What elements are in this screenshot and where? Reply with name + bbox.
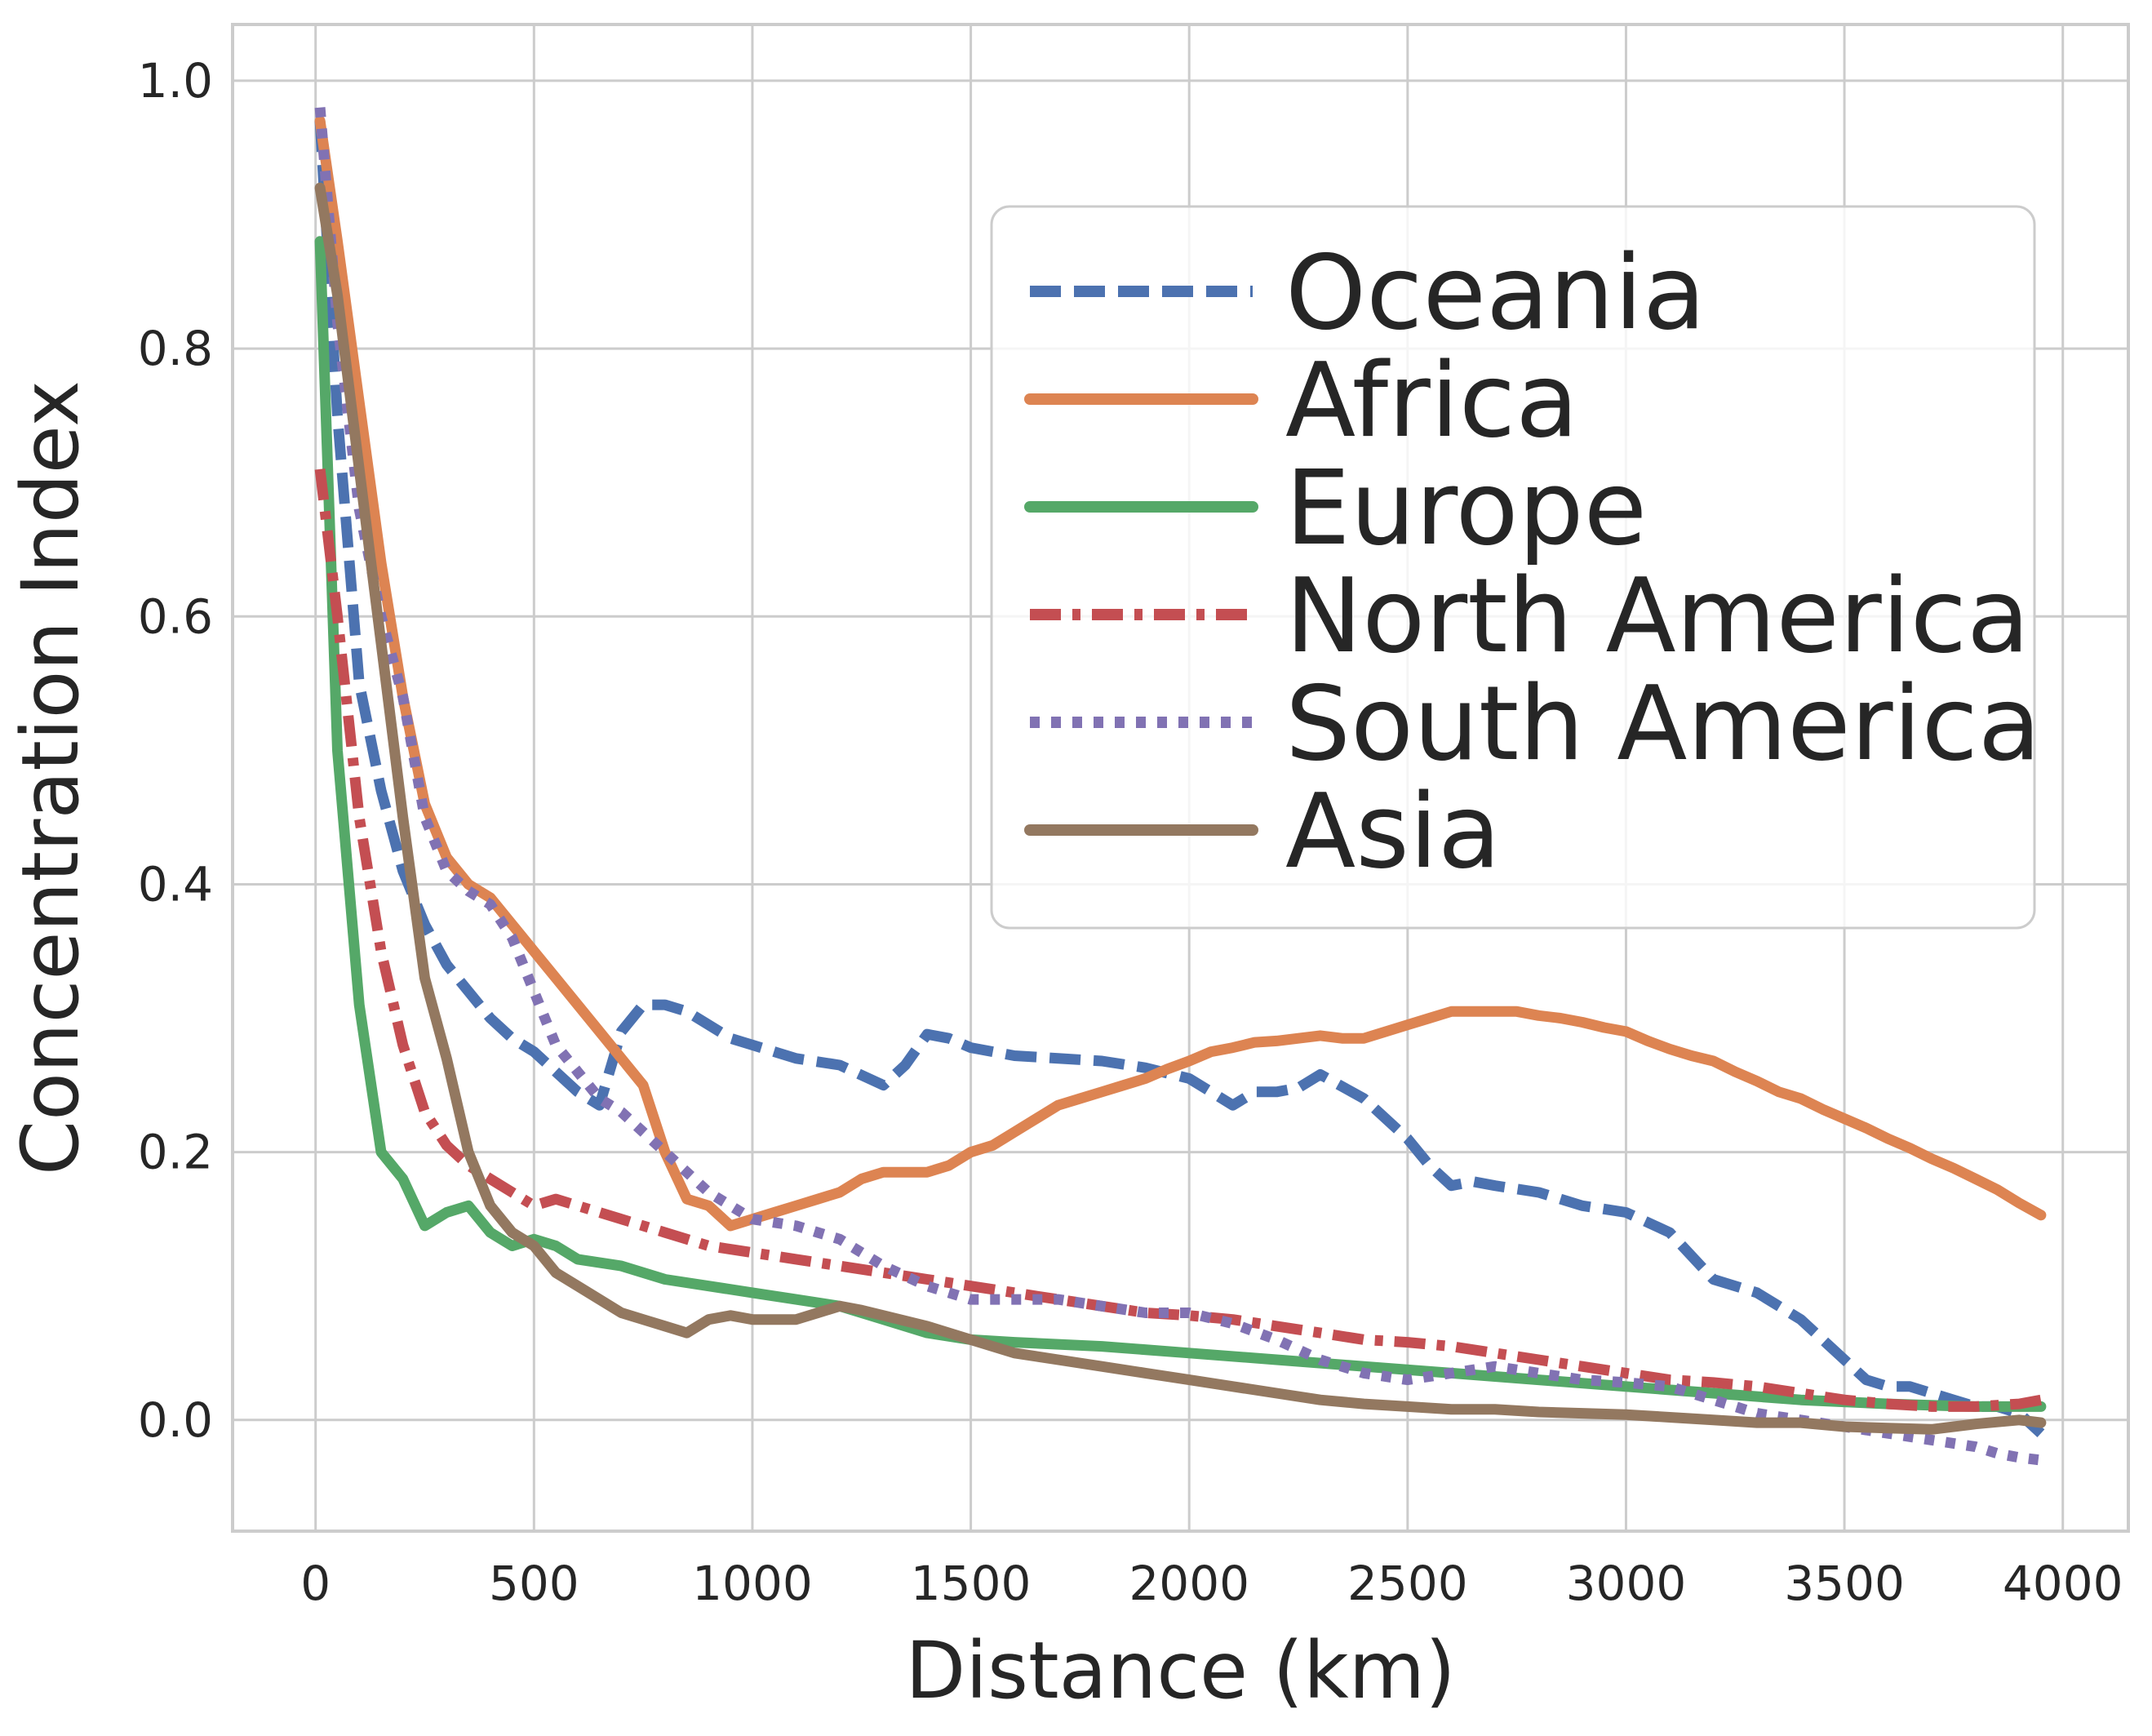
plot-frame (231, 23, 2130, 1533)
y-tick-label: 0.4 (138, 856, 213, 912)
series-line-south-america (314, 107, 2042, 1466)
x-tick-label: 2000 (1129, 1556, 1249, 1611)
series-line-oceania (314, 120, 2045, 1437)
legend-label: South America (1285, 664, 2041, 784)
x-tick-label: 3000 (1566, 1556, 1687, 1611)
y-tick-labels: 0.0 0.2 0.4 0.6 0.8 1.0 (138, 53, 213, 1448)
x-tick-label: 2500 (1347, 1556, 1468, 1611)
x-tick-label: 0 (300, 1556, 331, 1611)
x-tick-label: 3500 (1784, 1556, 1905, 1611)
series-line-asia (314, 182, 2047, 1435)
x-tick-label: 1500 (911, 1556, 1032, 1611)
legend-label: Africa (1285, 340, 1578, 460)
y-tick-label: 0.0 (138, 1392, 213, 1448)
y-tick-label: 1.0 (138, 53, 213, 109)
series-line-africa (314, 115, 2047, 1232)
x-tick-label: 4000 (2003, 1556, 2123, 1611)
legend-label: Oceania (1285, 233, 1706, 353)
x-tick-labels: 0 500 1000 1500 2000 2500 3000 3500 4000 (300, 1556, 2123, 1611)
x-tick-label: 500 (489, 1556, 579, 1611)
series-line-europe (314, 236, 2047, 1412)
series-lines (314, 107, 2047, 1466)
legend-box (990, 205, 2036, 930)
legend-label: Asia (1285, 771, 1501, 891)
x-tick-label: 1000 (692, 1556, 813, 1611)
legend-label: Europe (1285, 448, 1647, 568)
y-tick-label: 0.8 (138, 321, 213, 376)
y-axis-label: Concentration Index (5, 380, 96, 1175)
y-tick-label: 0.6 (138, 588, 213, 644)
x-axis-label: Distance (km) (905, 1625, 1455, 1716)
y-tick-label: 0.2 (138, 1125, 213, 1180)
legend-label: North America (1285, 556, 2030, 676)
